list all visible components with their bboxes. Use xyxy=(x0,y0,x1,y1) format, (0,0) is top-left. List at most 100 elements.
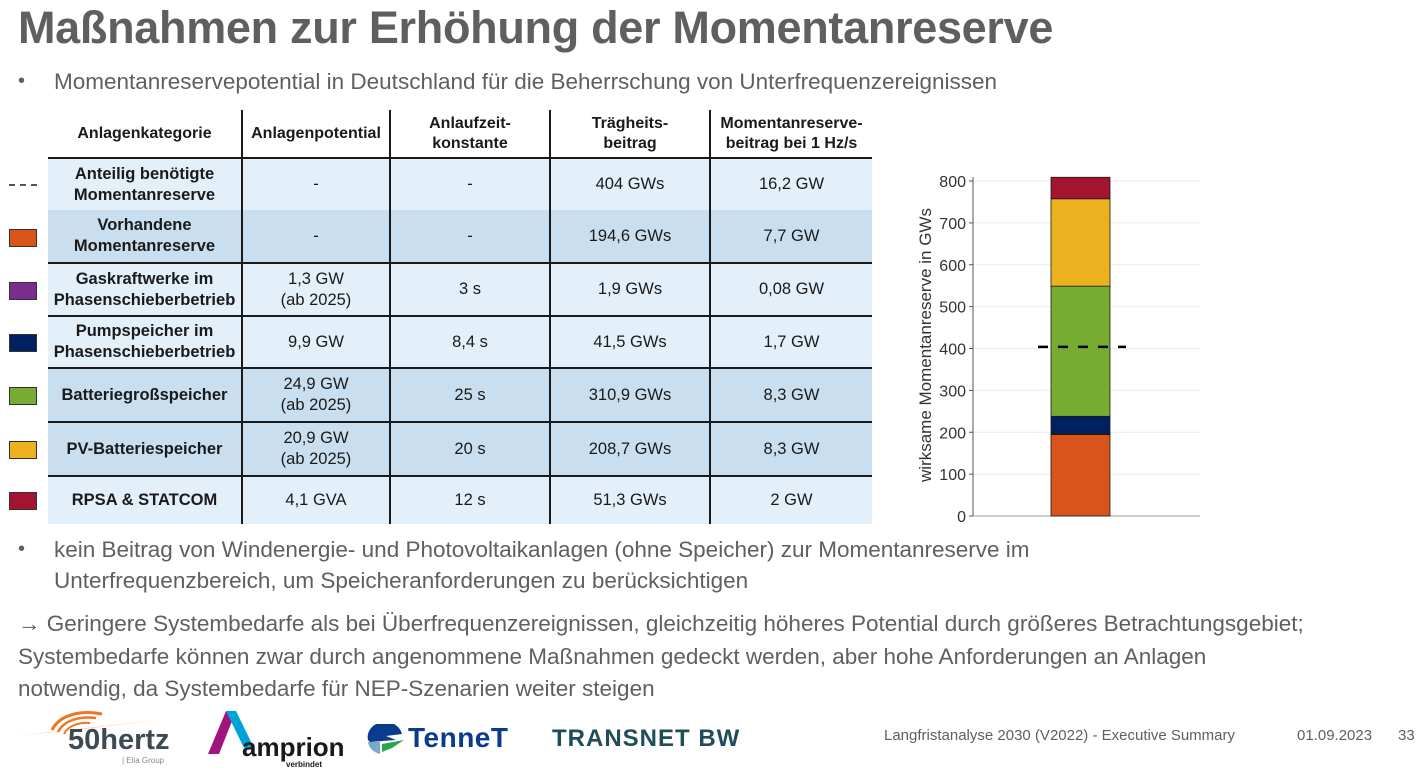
50hertz-wordmark: 50hertz xyxy=(68,724,170,756)
cell-inertia: 208,7 GWs xyxy=(549,421,710,476)
bullet-dot: • xyxy=(18,70,26,92)
cell-inertia-text: 41,5 GWs xyxy=(593,332,667,351)
legend-dashed-line-icon xyxy=(9,184,37,186)
cell-potential-text: - xyxy=(313,175,319,193)
note-bullet: • kein Beitrag von Windenergie- und Phot… xyxy=(18,534,1218,596)
table-row: PV-Batteriespeicher 20,9 GW (ab 2025) 20 s 2… xyxy=(48,421,872,476)
cell-category: Anteilig benötigte Momentanreserve xyxy=(48,157,242,210)
table-row: Pumpspeicher im Phasenschieberbetrieb 9,9… xyxy=(48,315,872,368)
conclusion-text: → Geringere Systembedarfe als bei Überfr… xyxy=(18,608,1308,706)
chart-y-tick-label: 0 xyxy=(957,509,966,526)
cell-potential: 20,9 GW (ab 2025) xyxy=(241,421,390,476)
table-row: RPSA & STATCOM 4,1 GVA 12 s 51,3 GWs 2 GW xyxy=(48,475,872,524)
footer-document-title: Langfristanalyse 2030 (V2022) - Executiv… xyxy=(884,727,1236,744)
table-row: Anteilig benötigte Momentanreserve - - 404 … xyxy=(48,157,872,210)
footer-page-number: 33 xyxy=(1398,727,1415,744)
legend-swatch-icon xyxy=(9,387,37,405)
cell-reserve: 8,3 GW xyxy=(709,421,872,476)
cell-inertia-text: 404 GWs xyxy=(595,175,665,193)
cell-reserve: 16,2 GW xyxy=(709,157,872,210)
cell-potential-text: 9,9 GW xyxy=(288,332,344,351)
cell-time-constant-text: 25 s xyxy=(454,385,486,404)
arrow-icon: → xyxy=(18,611,41,636)
cell-category-text: Pumpspeicher im Phasenschieberbetrieb xyxy=(53,322,236,361)
table-row: Gaskraftwerke im Phasenschieberbetrieb 1,… xyxy=(48,262,872,316)
cell-time-constant-text: 8,4 s xyxy=(452,332,488,351)
chart-bar-segment-4 xyxy=(1050,285,1111,417)
chart-y-tick-label: 700 xyxy=(939,216,966,233)
chart-bar-segment-5 xyxy=(1050,198,1111,287)
cell-potential-text: 1,3 GW xyxy=(288,269,344,288)
cell-inertia-text: 194,6 GWs xyxy=(588,226,672,245)
cell-reserve-text: 8,3 GW xyxy=(763,385,820,404)
cell-inertia: 404 GWs xyxy=(549,157,710,210)
table-header-row: Anlagenkategorie Anlagenpotential Anlauf… xyxy=(48,110,872,159)
cell-time-constant-text: 12 s xyxy=(454,491,486,509)
cell-category-text: RPSA & STATCOM xyxy=(71,491,218,509)
chart-y-tick-label: 400 xyxy=(939,342,966,359)
cell-time-constant: 20 s xyxy=(389,421,550,476)
chart-y-tick-label: 800 xyxy=(939,174,966,191)
cell-reserve-text: 16,2 GW xyxy=(758,175,825,193)
header-inertia: Trägheits-beitrag xyxy=(549,110,710,159)
legend-swatch-icon xyxy=(9,281,37,300)
cell-reserve-text: 1,7 GW xyxy=(763,332,820,351)
cell-category: Vorhandene Momentanreserve xyxy=(48,210,242,263)
cell-potential: 1,3 GW (ab 2025) xyxy=(241,262,390,316)
chart-y-tick-label: 200 xyxy=(939,425,966,442)
tennet-wordmark: TenneT xyxy=(408,722,509,753)
header-line: beitrag bei 1 Hz/s xyxy=(725,134,858,152)
intro-bullet-text: Momentanreservepotential in Deutschland … xyxy=(54,69,998,94)
header-potential: Anlagenpotential xyxy=(241,110,390,159)
cell-time-constant: 3 s xyxy=(389,262,550,316)
legend-swatch-icon xyxy=(9,492,37,510)
cell-inertia: 41,5 GWs xyxy=(549,315,710,368)
cell-reserve-text: 8,3 GW xyxy=(763,439,820,458)
cell-category-text: Anteilig benötigte Momentanreserve xyxy=(73,164,216,204)
cell-potential: - xyxy=(241,210,390,263)
chart-bar-segment-1 xyxy=(1050,434,1111,517)
cell-reserve: 1,7 GW xyxy=(709,315,872,368)
amprion-subtitle: verbindet xyxy=(286,760,323,769)
cell-potential: - xyxy=(241,157,390,210)
chart-y-axis-label: wirksame Momentanreserve in GWs xyxy=(916,208,935,483)
cell-category: RPSA & STATCOM xyxy=(48,475,242,524)
header-line: Anlagenpotential xyxy=(251,124,381,142)
header-line: Anlagenkategorie xyxy=(77,124,212,142)
cell-potential-note: (ab 2025) xyxy=(280,450,352,468)
cell-reserve-text: 0,08 GW xyxy=(758,280,825,298)
cell-category-text: PV-Batteriespeicher xyxy=(66,439,223,458)
50hertz-subtitle: | Elia Group xyxy=(122,756,165,765)
bullet-dot: • xyxy=(18,538,26,560)
legend-swatch-icon xyxy=(9,228,37,247)
chart-y-tick-label: 300 xyxy=(939,383,966,400)
note-bullet-text: kein Beitrag von Windenergie- und Photov… xyxy=(54,537,1030,593)
cell-reserve: 7,7 GW xyxy=(709,210,872,263)
slide-title: Maßnahmen zur Erhöhung der Momentanreser… xyxy=(18,2,1054,53)
cell-time-constant: 12 s xyxy=(389,475,550,524)
logo-50hertz: 50hertz | Elia Group xyxy=(12,706,172,768)
cell-time-constant-text: - xyxy=(467,226,473,245)
cell-category-text: Gaskraftwerke im Phasenschieberbetrieb xyxy=(53,269,236,309)
cell-category-text: Vorhandene Momentanreserve xyxy=(73,216,216,255)
cell-time-constant: 8,4 s xyxy=(389,315,550,368)
chart-y-tick-label: 600 xyxy=(939,258,966,275)
cell-time-constant-text: 20 s xyxy=(454,439,486,458)
cell-inertia: 1,9 GWs xyxy=(549,262,710,316)
cell-inertia-text: 51,3 GWs xyxy=(593,491,667,509)
header-line: Anlaufzeit- xyxy=(429,114,511,132)
header-line: beitrag xyxy=(603,134,657,152)
cell-inertia-text: 1,9 GWs xyxy=(597,280,663,298)
header-time-constant: Anlaufzeit-konstante xyxy=(389,110,550,159)
conclusion-body: Geringere Systembedarfe als bei Überfreq… xyxy=(18,611,1304,701)
measures-table: Anlagenkategorie Anlagenpotential Anlauf… xyxy=(48,110,872,524)
transnetbw-wordmark: TRANSNET BW xyxy=(552,725,741,752)
intro-bullet: • Momentanreservepotential in Deutschlan… xyxy=(18,66,1218,97)
cell-reserve: 0,08 GW xyxy=(709,262,872,316)
cell-category: Pumpspeicher im Phasenschieberbetrieb xyxy=(48,315,242,368)
cell-potential: 24,9 GW (ab 2025) xyxy=(241,367,390,422)
cell-category: PV-Batteriespeicher xyxy=(48,421,242,476)
chart-bar-segment-6 xyxy=(1050,176,1111,200)
cell-reserve: 8,3 GW xyxy=(709,367,872,422)
chart-bar-segment-3 xyxy=(1050,415,1111,435)
